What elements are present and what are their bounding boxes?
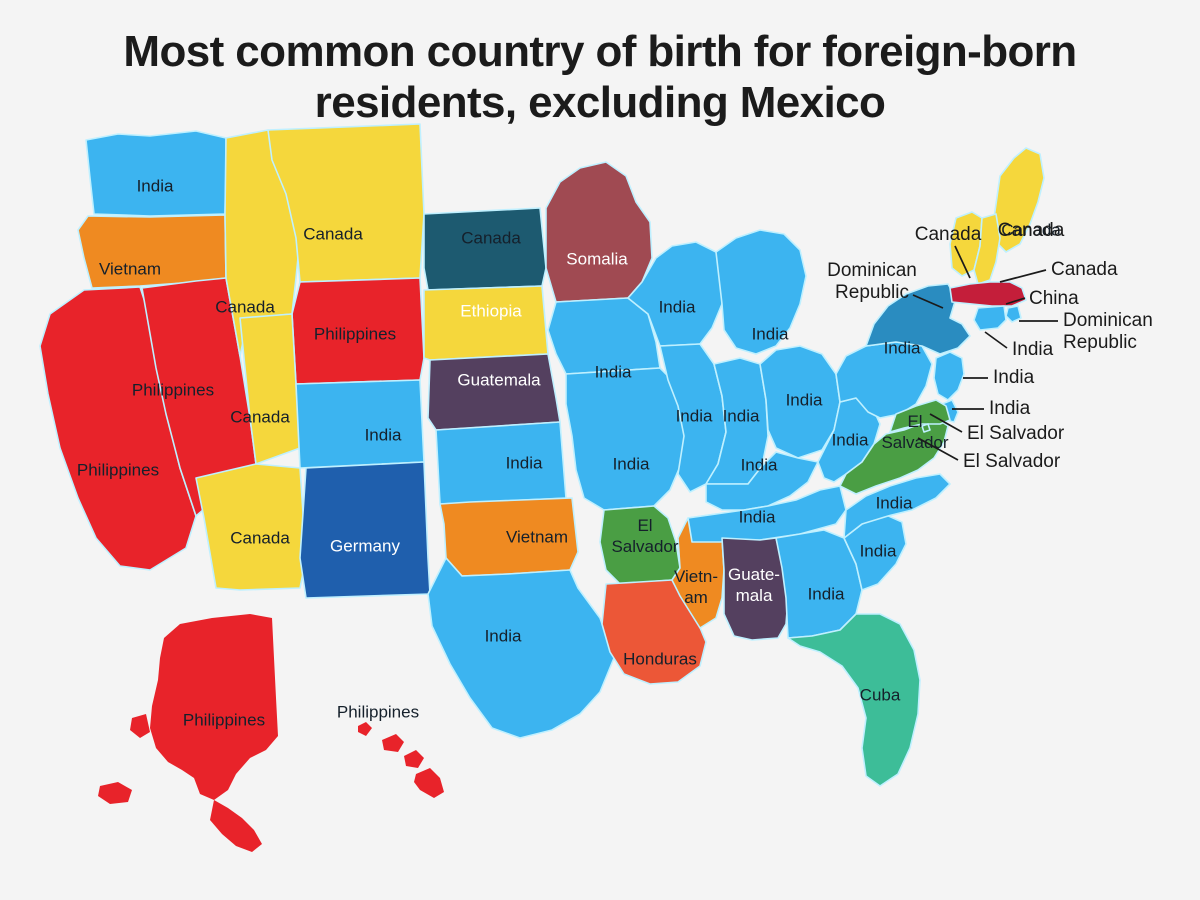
callout-leader-ct	[984, 331, 1008, 349]
state-nm[interactable]	[299, 461, 431, 599]
callout-label-ma-canada: Canada	[1051, 259, 1118, 280]
title-line-1: Most common country of birth for foreign…	[123, 27, 1077, 76]
state-fl[interactable]	[787, 613, 921, 787]
state-me[interactable]	[993, 147, 1045, 253]
state-az[interactable]	[195, 463, 307, 591]
state-shapes-group	[39, 123, 1045, 852]
state-pa[interactable]	[835, 341, 933, 419]
callout-label-ny: Dominican	[827, 260, 917, 281]
callout-label-dc: El Salvador	[963, 451, 1061, 472]
callout-leader-ny2	[912, 294, 944, 309]
callout-leader-dc	[917, 437, 959, 461]
state-ny[interactable]	[865, 283, 971, 355]
state-va[interactable]	[839, 417, 949, 495]
state-ri[interactable]	[1005, 305, 1022, 323]
state-label-hi: Philippines	[337, 702, 419, 721]
callout-label-ct: India	[1012, 339, 1054, 360]
callout-leader-ma	[1005, 297, 1026, 305]
callout-label-md: El Salvador	[967, 423, 1065, 444]
state-wv[interactable]	[817, 397, 881, 483]
state-dc[interactable]	[921, 423, 931, 433]
state-nd[interactable]	[423, 207, 547, 291]
callout-leader-ma-canada	[999, 269, 1047, 283]
state-ne[interactable]	[427, 353, 561, 431]
state-ma[interactable]	[949, 281, 1027, 307]
state-hi[interactable]	[358, 722, 444, 798]
state-tx[interactable]	[427, 557, 615, 739]
callout-label-ma: China	[1029, 288, 1079, 309]
callout-label-de: India	[989, 398, 1031, 419]
state-ok[interactable]	[439, 497, 579, 577]
state-nj[interactable]	[933, 351, 965, 401]
us-choropleth-map: India Vietnam Philippines Philippines Canada…	[0, 118, 1200, 900]
state-al[interactable]	[721, 537, 789, 641]
state-ks[interactable]	[435, 421, 567, 505]
state-nc[interactable]	[843, 473, 951, 539]
state-or[interactable]	[77, 214, 227, 289]
chart-title: Most common country of birth for foreign…	[0, 26, 1200, 129]
callout-label-nj: India	[993, 367, 1035, 388]
state-ak[interactable]	[98, 614, 278, 852]
state-mn[interactable]	[545, 161, 653, 303]
callout-label-ri2: Republic	[1063, 332, 1137, 353]
callout-label-ri: Dominican	[1063, 310, 1153, 331]
callout-leader-vt	[954, 245, 971, 279]
us-map-svg: IndiaVietnamPhilippinesPhilippinesCanada…	[39, 123, 1153, 852]
state-ct[interactable]	[973, 305, 1007, 331]
state-sd[interactable]	[423, 285, 549, 361]
state-wa[interactable]	[85, 130, 227, 217]
state-mi[interactable]	[715, 229, 807, 355]
title-line-2: residents, excluding Mexico	[314, 78, 886, 128]
state-nh[interactable]	[973, 213, 1001, 285]
callout-leader-md	[929, 413, 963, 433]
state-wy[interactable]	[291, 277, 425, 385]
state-ar[interactable]	[599, 505, 681, 585]
state-co[interactable]	[295, 379, 425, 469]
state-ky[interactable]	[705, 451, 819, 511]
